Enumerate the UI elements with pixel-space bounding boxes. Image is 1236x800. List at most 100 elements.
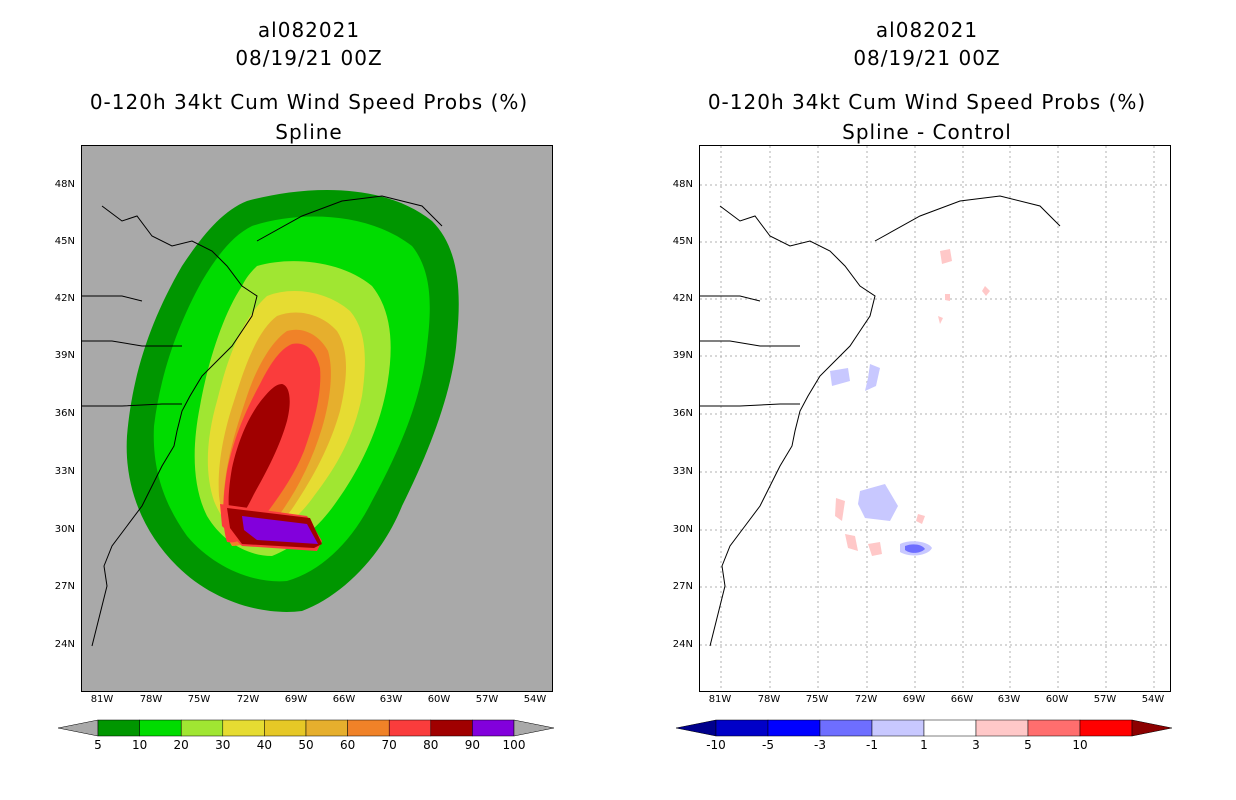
colorbar-label: 70 (381, 738, 397, 752)
lon-label: 54W (523, 694, 547, 705)
contour-80 (228, 384, 290, 524)
canada-coast (874, 195, 1061, 242)
lat-label: 36N (672, 408, 693, 419)
blob-pos (940, 249, 952, 264)
colorbar-segment (767, 719, 821, 737)
lon-label: 81W (708, 694, 732, 705)
colorbar-segment (975, 719, 1029, 737)
lon-label: 57W (1093, 694, 1117, 705)
blob-neg (865, 364, 880, 391)
lat-label: 45N (672, 236, 693, 247)
colorbar-right (676, 718, 1172, 738)
coastline (709, 205, 876, 647)
lat-label: 27N (672, 581, 693, 592)
lon-label: 78W (757, 694, 781, 705)
colorbar-low-triangle (58, 719, 99, 737)
difference-contours (700, 146, 1170, 691)
colorbar-segment (923, 719, 977, 737)
colorbar-label: 10 (131, 738, 148, 752)
hook-100 (242, 516, 318, 544)
lon-label: 66W (950, 694, 974, 705)
lat-label: 27N (54, 581, 75, 592)
blob-neg-strong (905, 544, 925, 553)
blob-pos (938, 316, 943, 324)
colorbar-label: 20 (173, 738, 189, 752)
lon-label: 81W (90, 694, 114, 705)
colorbar-label: 3 (972, 738, 980, 752)
lon-label: 72W (236, 694, 260, 705)
colorbar-segment (715, 719, 769, 737)
colorbar-low-triangle (676, 719, 717, 737)
colorbar-label: 80 (423, 738, 439, 752)
colorbar-label: 40 (256, 738, 273, 752)
lon-label: 69W (902, 694, 926, 705)
colorbar-segment (430, 719, 473, 737)
subtitle: Spline - Control (842, 120, 1012, 144)
colorbar-label: -10 (706, 738, 726, 752)
lat-label: 33N (54, 466, 75, 477)
blob-pos (868, 542, 882, 556)
lon-label: 57W (475, 694, 499, 705)
lon-label: 66W (332, 694, 356, 705)
storm-id-title: al082021 (257, 18, 361, 42)
colorbar-segment (222, 719, 265, 737)
product-title: 0-120h 34kt Cum Wind Speed Probs (%) (89, 90, 529, 114)
state-borders (700, 295, 800, 407)
product-title: 0-120h 34kt Cum Wind Speed Probs (%) (707, 90, 1147, 114)
blob-neg (858, 484, 898, 521)
blob-pos (945, 294, 950, 301)
lat-label: 24N (672, 639, 693, 650)
coastline (91, 205, 258, 647)
colorbar-label: 5 (1024, 738, 1032, 752)
lat-label: 33N (672, 466, 693, 477)
colorbar-segment (472, 719, 515, 737)
lat-label: 30N (672, 524, 693, 535)
colorbar-segment (264, 719, 307, 737)
colorbar-high-triangle (1131, 719, 1172, 737)
blob-pos (835, 498, 845, 521)
blob-neg (830, 368, 850, 386)
colorbar-segment (1079, 719, 1133, 737)
lon-label: 75W (805, 694, 829, 705)
colorbar-segment (388, 719, 432, 737)
colorbar-label: -3 (814, 738, 826, 752)
difference-map (699, 145, 1171, 692)
lat-label: 45N (54, 236, 75, 247)
colorbar-segment (139, 719, 182, 737)
lat-label: 24N (54, 639, 75, 650)
lon-label: 60W (427, 694, 451, 705)
subtitle: Spline (275, 120, 343, 144)
blob-pos (916, 514, 925, 524)
colorbar-segment (871, 719, 925, 737)
colorbar-label: 90 (464, 738, 481, 752)
state-borders (82, 295, 182, 407)
gridlines (700, 146, 1170, 691)
lat-label: 42N (54, 293, 75, 304)
colorbar-label: -5 (762, 738, 774, 752)
lat-label: 39N (672, 350, 693, 361)
lon-label: 72W (854, 694, 878, 705)
datetime-title: 08/19/21 00Z (235, 46, 383, 70)
lat-label: 30N (54, 524, 75, 535)
colorbar-segment (819, 719, 873, 737)
colorbar-segment (97, 719, 140, 737)
colorbar-high-triangle (513, 719, 554, 737)
lon-label: 78W (139, 694, 163, 705)
colorbar-segment (347, 719, 390, 737)
storm-id-title: al082021 (875, 18, 979, 42)
right-panel: al082021 08/19/21 00Z 0-120h 34kt Cum Wi… (618, 0, 1236, 800)
probability-contours (82, 189, 459, 647)
blob-pos (982, 286, 990, 296)
colorbar-segment (1027, 719, 1081, 737)
lon-label: 60W (1045, 694, 1069, 705)
canada-coast (256, 195, 443, 242)
colorbar-label: -1 (866, 738, 878, 752)
datetime-title: 08/19/21 00Z (853, 46, 1001, 70)
blob-pos (845, 534, 858, 551)
lat-label: 36N (54, 408, 75, 419)
lat-label: 42N (672, 293, 693, 304)
lon-label: 63W (997, 694, 1021, 705)
colorbar-segment (305, 719, 348, 737)
lon-label: 69W (284, 694, 308, 705)
colorbar-label: 50 (298, 738, 314, 752)
